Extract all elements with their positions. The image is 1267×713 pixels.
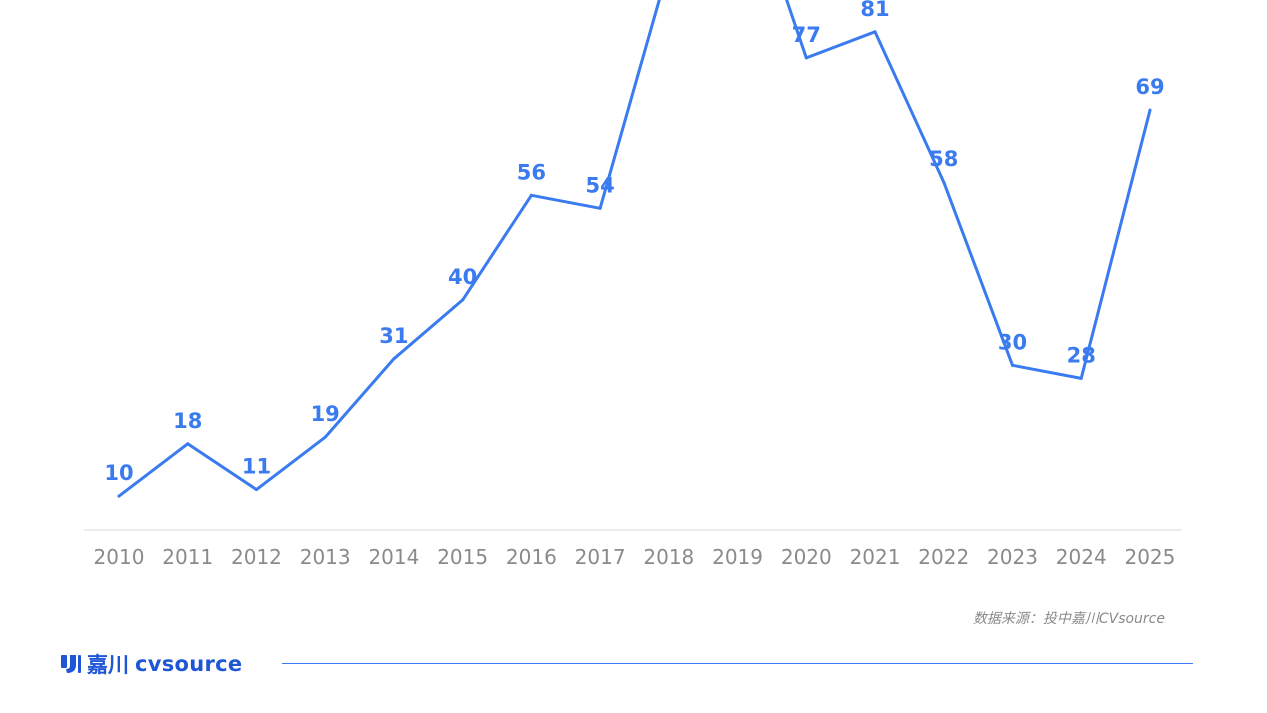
data-label-2017: 54 xyxy=(585,173,614,197)
brand-logo: 嘉川 cvsource xyxy=(60,648,242,680)
x-tick-label-2013: 2013 xyxy=(300,545,351,569)
x-tick-label-2019: 2019 xyxy=(712,545,763,569)
logo-chinese-text: 嘉川 xyxy=(87,653,129,677)
x-tick-label-2010: 2010 xyxy=(94,545,145,569)
x-tick-label-2021: 2021 xyxy=(850,545,901,569)
data-label-2023: 30 xyxy=(998,330,1027,354)
x-tick-label-2017: 2017 xyxy=(575,545,626,569)
x-tick-label-2022: 2022 xyxy=(918,545,969,569)
x-tick-label-2025: 2025 xyxy=(1124,545,1175,569)
data-label-2021: 81 xyxy=(860,0,889,21)
data-label-2025: 69 xyxy=(1135,75,1164,99)
data-label-2022: 58 xyxy=(929,147,958,171)
footer-divider xyxy=(282,663,1193,664)
x-tick-label-2020: 2020 xyxy=(781,545,832,569)
logo-english-text: cvsource xyxy=(135,652,243,676)
x-tick-label-2015: 2015 xyxy=(437,545,488,569)
logo-mark-icon xyxy=(61,655,81,673)
data-labels: 101811193140565491108778158302869 xyxy=(104,0,1164,485)
data-label-2014: 31 xyxy=(379,324,408,348)
x-tick-labels: 2010 2011 2012 2013 2014 2015 2016 2017 2018 2019… xyxy=(94,545,1176,569)
data-label-2015: 40 xyxy=(448,265,477,289)
line-chart: 101811193140565491108778158302869 201020… xyxy=(84,0,1182,569)
data-label-2020: 77 xyxy=(792,23,821,47)
drop-lines xyxy=(117,0,1152,512)
source-note: 数据来源：投中嘉川CVsource xyxy=(972,611,1165,627)
x-tick-label-2011: 2011 xyxy=(162,545,213,569)
data-label-2011: 18 xyxy=(173,409,202,433)
data-label-2010: 10 xyxy=(104,461,133,485)
x-tick-label-2012: 2012 xyxy=(231,545,282,569)
x-tick-label-2023: 2023 xyxy=(987,545,1038,569)
x-tick-label-2014: 2014 xyxy=(368,545,419,569)
series-line xyxy=(117,0,1152,498)
x-tick-label-2016: 2016 xyxy=(506,545,557,569)
x-tick-label-2024: 2024 xyxy=(1056,545,1107,569)
data-label-2016: 56 xyxy=(517,160,546,184)
data-label-2013: 19 xyxy=(311,402,340,426)
data-label-2024: 28 xyxy=(1067,343,1096,367)
x-tick-label-2018: 2018 xyxy=(643,545,694,569)
data-label-2012: 11 xyxy=(242,455,271,479)
